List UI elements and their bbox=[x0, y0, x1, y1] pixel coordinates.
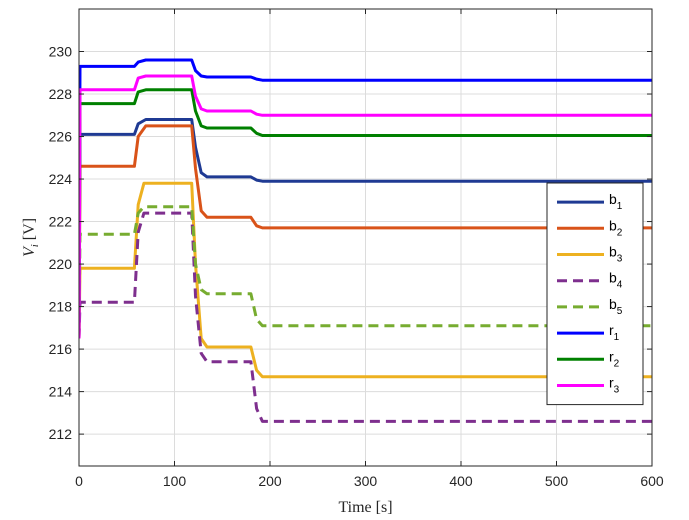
y-axis-label: Vi [V] bbox=[21, 218, 41, 257]
series-line-b5 bbox=[79, 205, 652, 339]
legend-label-r1: r1 bbox=[609, 322, 620, 343]
y-tick-label: 224 bbox=[49, 171, 73, 187]
series-line-b4 bbox=[79, 211, 652, 423]
x-tick-label: 500 bbox=[545, 473, 569, 489]
x-axis-label: Time [s] bbox=[338, 499, 392, 516]
legend-label-r3: r3 bbox=[609, 375, 620, 396]
axis-ticks: 0 100 200 300 400 500 600 212 214 216 218 220 222 224… bbox=[49, 9, 664, 489]
x-tick-label: 200 bbox=[258, 473, 282, 489]
y-tick-label: 222 bbox=[49, 214, 73, 230]
y-tick-label: 230 bbox=[49, 44, 73, 60]
series-line-r2 bbox=[79, 88, 652, 339]
legend-box bbox=[546, 182, 644, 406]
x-tick-label: 0 bbox=[75, 473, 83, 489]
y-tick-label: 216 bbox=[49, 341, 73, 357]
y-tick-label: 226 bbox=[49, 129, 73, 145]
y-tick-label: 218 bbox=[49, 299, 73, 315]
y-tick-label: 228 bbox=[49, 86, 73, 102]
y-tick-label: 214 bbox=[49, 384, 73, 400]
x-tick-label: 300 bbox=[354, 473, 378, 489]
legend-label-r2: r2 bbox=[609, 348, 620, 369]
series-line-b1 bbox=[79, 118, 652, 339]
series-line-r3 bbox=[79, 74, 652, 339]
legend-label-b3: b3 bbox=[609, 244, 623, 265]
series-line-b2 bbox=[79, 124, 652, 339]
axis-labels: Time [s] Vi [V] bbox=[21, 218, 393, 516]
series-lines bbox=[79, 58, 652, 423]
legend-label-b4: b4 bbox=[609, 270, 623, 291]
legend-label-b1: b1 bbox=[609, 191, 623, 212]
legend-label-b5: b5 bbox=[609, 296, 623, 317]
series-line-r1 bbox=[79, 58, 652, 339]
x-tick-label: 600 bbox=[640, 473, 664, 489]
y-tick-label: 212 bbox=[49, 426, 73, 442]
y-tick-label: 220 bbox=[49, 256, 73, 272]
legend-label-b2: b2 bbox=[609, 217, 623, 238]
x-tick-label: 400 bbox=[449, 473, 473, 489]
legend: b1 b2 b3 b4 b5 r1 r2 r3 bbox=[546, 182, 644, 406]
x-tick-label: 100 bbox=[163, 473, 187, 489]
